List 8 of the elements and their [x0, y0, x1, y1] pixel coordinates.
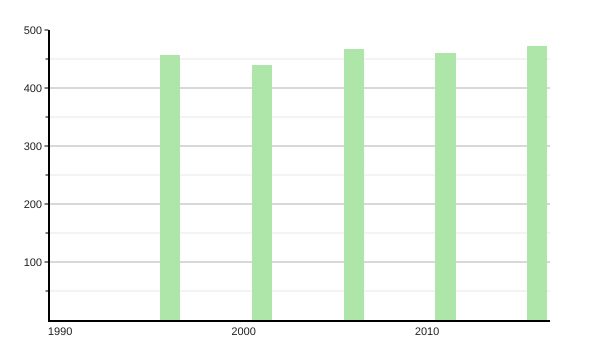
x-tick-label: 2010	[414, 326, 440, 338]
y-tick-label: 100	[24, 256, 42, 269]
x-tick-label: 2000	[231, 326, 256, 338]
y-tick-label: 500	[24, 24, 42, 37]
y-tick-label: 300	[24, 140, 42, 153]
y-tick-label: 200	[24, 198, 42, 211]
x-tick-label: 1990	[48, 326, 72, 338]
y-tick-label: 400	[24, 82, 42, 95]
